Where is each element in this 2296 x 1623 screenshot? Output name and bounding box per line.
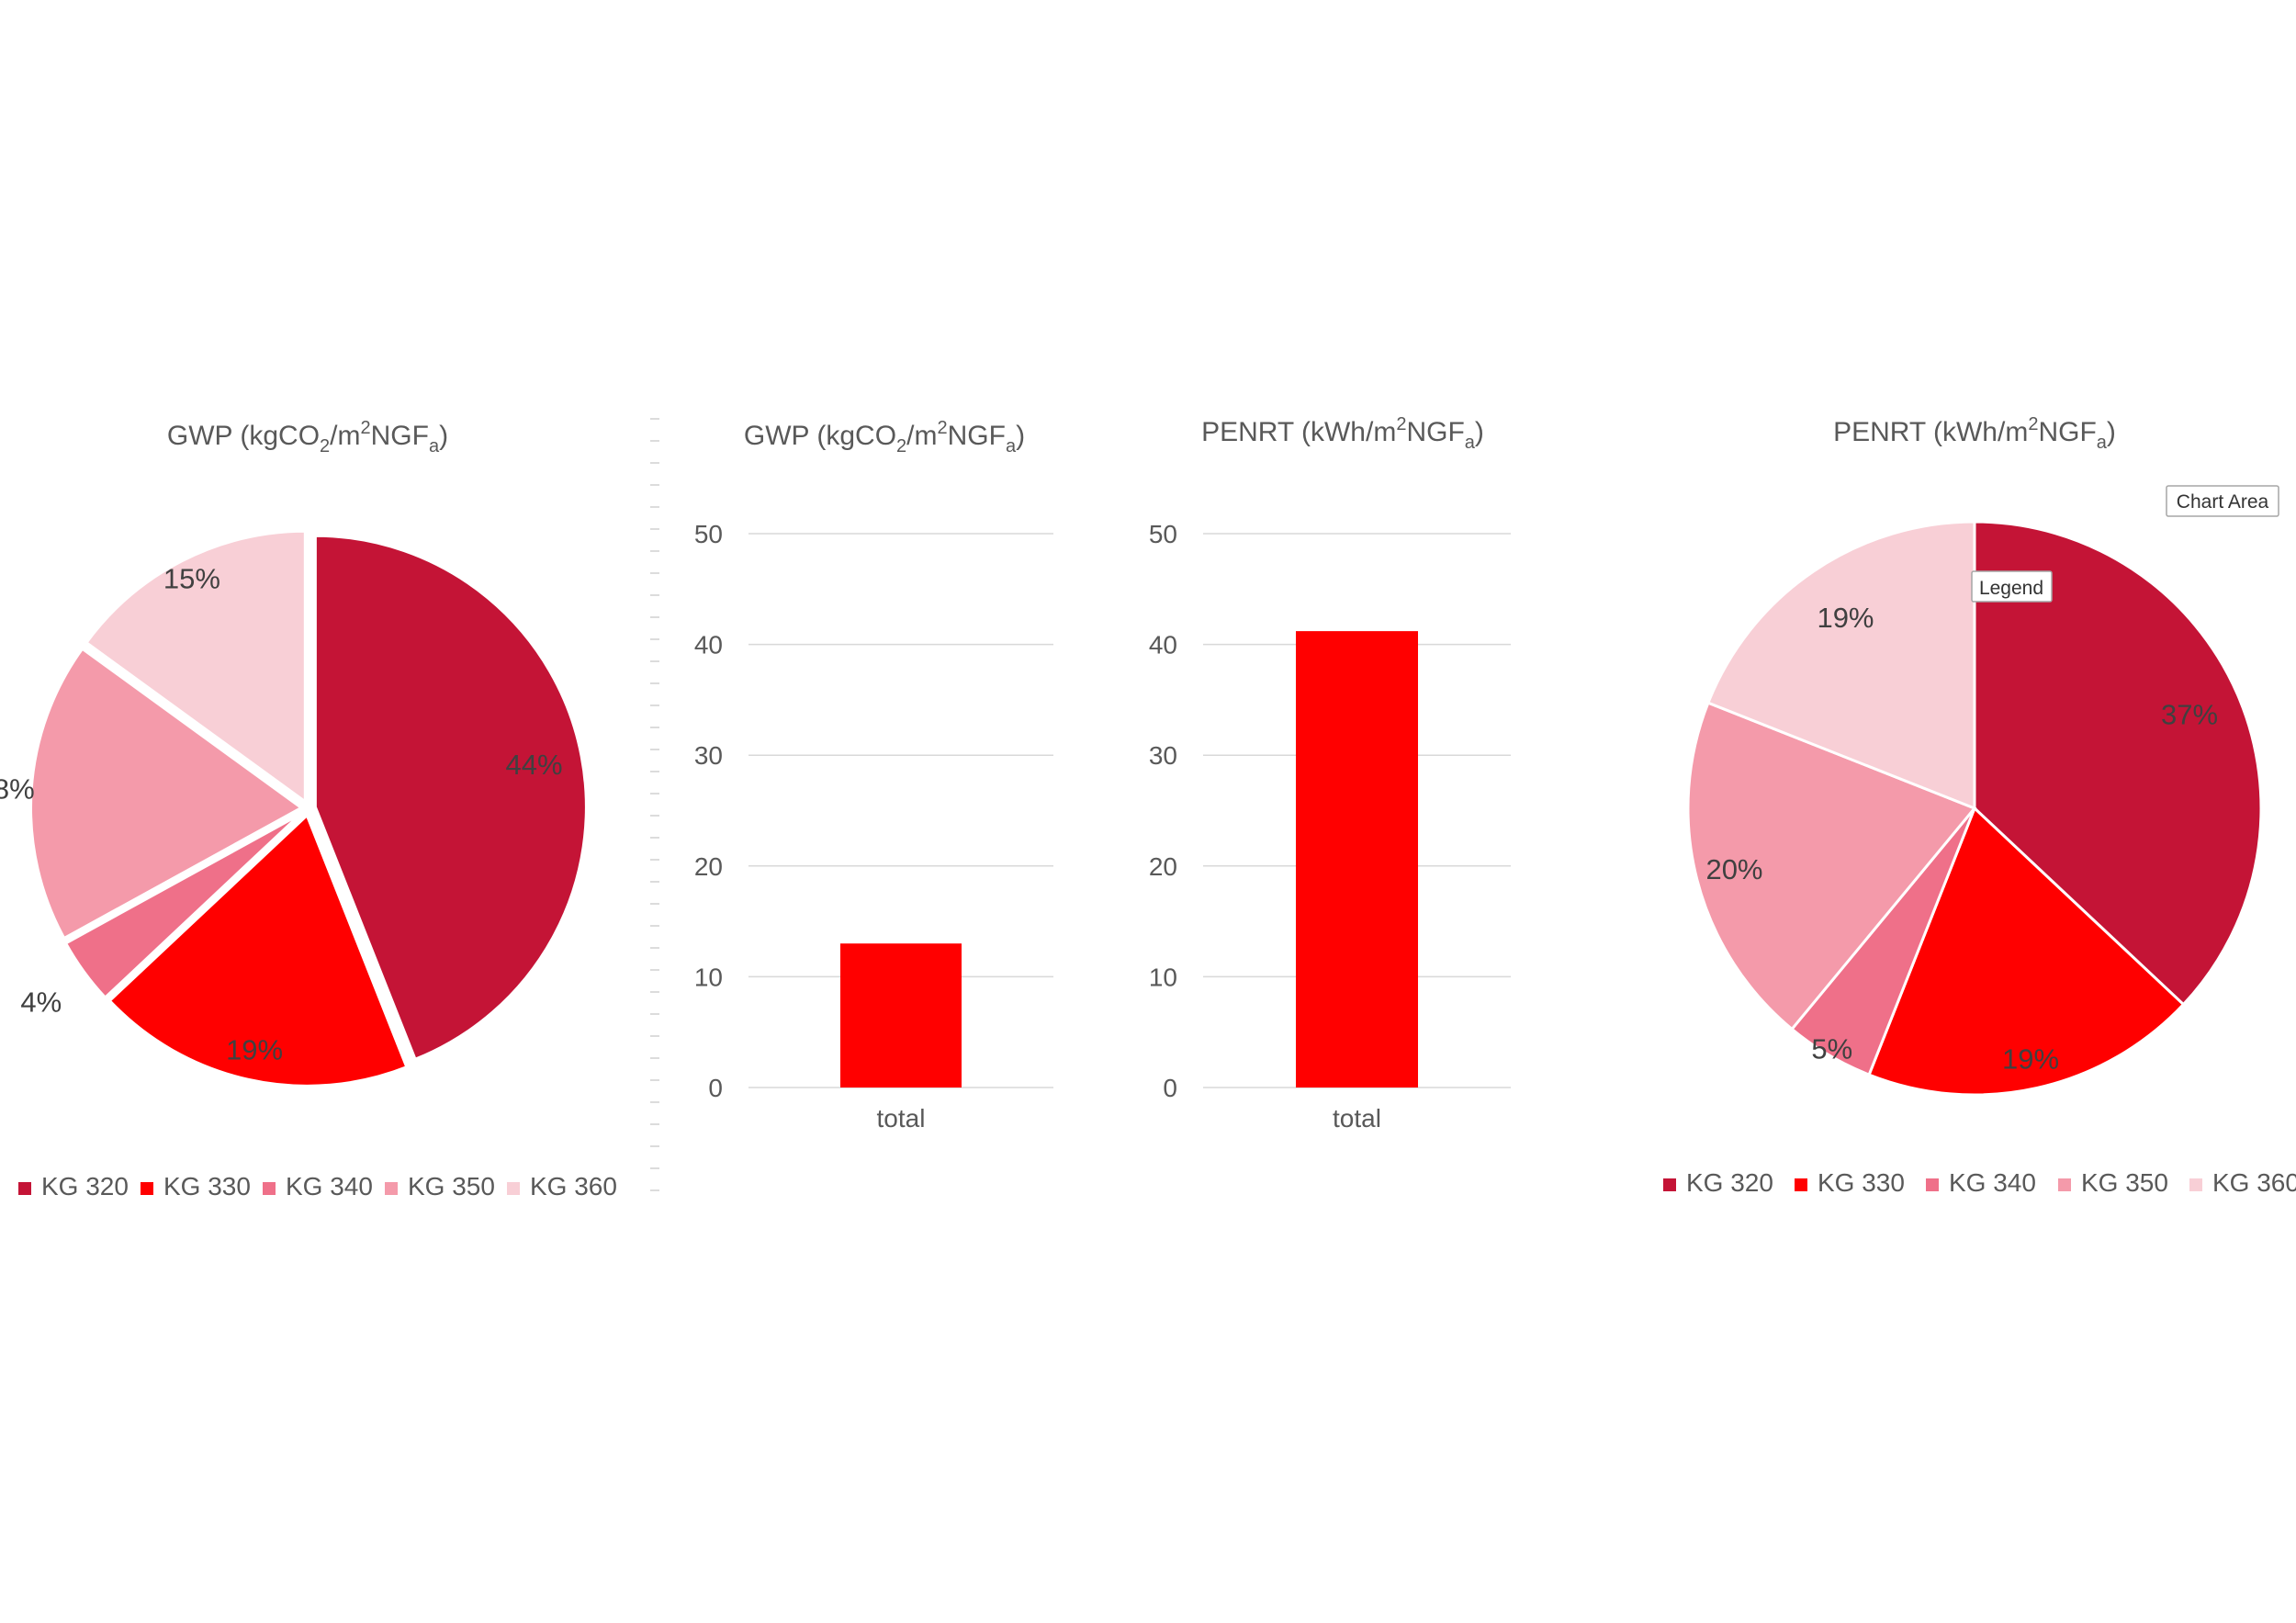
gwp-pie-label-kg-360: 15%	[163, 563, 220, 595]
gwp-pie-legend-label-kg-350: KG 350	[408, 1172, 495, 1200]
gwp-pie-slice-kg-350[interactable]	[28, 645, 306, 941]
penrt-bar-title: PENRT (kWh/m2NGFa)	[1201, 414, 1484, 453]
gwp-pie-label-kg-330: 19%	[226, 1033, 283, 1065]
gwp-pie-legend-swatch-kg-320	[18, 1182, 31, 1195]
gwp-bar-ytick-20: 20	[694, 852, 723, 881]
penrt-pie-data-labels: 37% 19% 5% 20% 19%	[1705, 602, 2218, 1075]
gwp-pie-legend-swatch-kg-330	[141, 1182, 153, 1195]
gwp-pie-legend-label-kg-340: KG 340	[286, 1172, 373, 1200]
chart-area-tooltip: Chart Area	[2166, 485, 2279, 517]
penrt-pie-label-kg-330: 19%	[2002, 1043, 2059, 1075]
gwp-bar-ytick-30: 30	[694, 741, 723, 770]
penrt-bar-ytick-10: 10	[1149, 963, 1177, 991]
penrt-bar-chart[interactable]: PENRT (kWh/m2NGFa) 0 10 20 30 40 50 total	[1149, 414, 1511, 1133]
penrt-bar-ytick-30: 30	[1149, 741, 1177, 770]
gwp-bar-ytick-0: 0	[708, 1074, 723, 1102]
penrt-pie-slice-kg-320[interactable]	[1973, 520, 2263, 1007]
penrt-pie-legend-swatch-kg-350	[2058, 1178, 2071, 1191]
penrt-pie-chart[interactable]: PENRT (kWh/m2NGFa) 37% 19% 5% 20% 19% KG 320…	[1663, 414, 2296, 1197]
penrt-pie-legend-label-kg-340: KG 340	[1949, 1168, 2036, 1197]
gwp-pie-slice-kg-320[interactable]	[312, 533, 589, 1063]
gwp-pie-legend-swatch-kg-360	[507, 1182, 520, 1195]
penrt-bar-ytick-40: 40	[1149, 631, 1177, 659]
penrt-pie-legend-label-kg-320: KG 320	[1686, 1168, 1773, 1197]
gwp-pie-legend-label-kg-360: KG 360	[530, 1172, 617, 1200]
legend-tooltip: Legend	[1971, 570, 2053, 603]
gwp-pie-label-kg-340: 4%	[20, 986, 62, 1019]
gwp-bar-ytick-50: 50	[694, 520, 723, 548]
gwp-pie-legend-swatch-kg-340	[263, 1182, 276, 1195]
gwp-pie-title: GWP (kgCO2/m2NGFa)	[167, 418, 448, 456]
gwp-bar-bar-total[interactable]	[840, 943, 962, 1088]
penrt-pie-label-kg-340: 5%	[1811, 1033, 1852, 1065]
gwp-bar-title: GWP (kgCO2/m2NGFa)	[744, 418, 1025, 456]
penrt-pie-label-kg-320: 37%	[2161, 699, 2218, 731]
penrt-pie-legend-swatch-kg-320	[1663, 1178, 1676, 1191]
gwp-pie-legend-swatch-kg-350	[385, 1182, 398, 1195]
penrt-bar-ytick-50: 50	[1149, 520, 1177, 548]
legend-tooltip-text: Legend	[1979, 578, 2043, 599]
penrt-bar-bar-total[interactable]	[1296, 631, 1418, 1088]
chart-area-tooltip-text: Chart Area	[2177, 491, 2269, 513]
penrt-pie-legend-swatch-kg-330	[1795, 1178, 1807, 1191]
penrt-pie-slices	[1686, 520, 2263, 1097]
gwp-pie-legend-label-kg-330: KG 330	[163, 1172, 251, 1200]
penrt-pie-title: PENRT (kWh/m2NGFa)	[1833, 414, 2116, 453]
penrt-bar-ytick-20: 20	[1149, 852, 1177, 881]
penrt-pie-label-kg-360: 19%	[1817, 602, 1874, 634]
gwp-bar-ytick-40: 40	[694, 631, 723, 659]
gwp-pie-slice-kg-340[interactable]	[62, 810, 305, 1001]
chart-separator-ticks	[650, 418, 659, 1191]
penrt-pie-legend-label-kg-330: KG 330	[1818, 1168, 1905, 1197]
gwp-bar-chart[interactable]: GWP (kgCO2/m2NGFa) 0 10 20 30 40 50 total	[694, 418, 1053, 1133]
penrt-pie-legend-swatch-kg-360	[2189, 1178, 2202, 1191]
penrt-bar-ytick-0: 0	[1163, 1074, 1177, 1102]
penrt-pie-slice-kg-350[interactable]	[1686, 701, 1977, 1031]
gwp-pie-legend-label-kg-320: KG 320	[41, 1172, 129, 1200]
penrt-pie-slice-kg-360[interactable]	[1705, 520, 1976, 811]
gwp-pie-chart[interactable]: GWP (kgCO2/m2NGFa) 44% 19% 4% 18% 15% KG 320…	[0, 418, 617, 1200]
gwp-pie-label-kg-320: 44%	[506, 749, 563, 781]
gwp-bar-plot: 0 10 20 30 40 50 total	[694, 520, 1053, 1133]
gwp-bar-ytick-10: 10	[694, 963, 723, 991]
penrt-pie-legend-swatch-kg-340	[1926, 1178, 1939, 1191]
gwp-pie-slice-kg-330[interactable]	[106, 811, 411, 1088]
penrt-pie-legend-label-kg-350: KG 350	[2081, 1168, 2168, 1197]
penrt-bar-xtick-total: total	[1333, 1104, 1381, 1133]
gwp-pie-slice-kg-360[interactable]	[83, 528, 308, 806]
penrt-bar-plot: 0 10 20 30 40 50 total	[1149, 520, 1511, 1133]
penrt-pie-legend[interactable]: KG 320 KG 330 KG 340 KG 350 KG 360	[1663, 1168, 2296, 1197]
gwp-pie-slices	[28, 528, 589, 1088]
gwp-pie-label-kg-350: 18%	[0, 772, 35, 805]
penrt-pie-label-kg-350: 20%	[1705, 853, 1762, 885]
gwp-pie-data-labels: 44% 19% 4% 18% 15%	[0, 563, 563, 1066]
penrt-pie-legend-label-kg-360: KG 360	[2212, 1168, 2296, 1197]
gwp-bar-xtick-total: total	[877, 1104, 926, 1133]
gwp-pie-legend[interactable]: KG 320 KG 330 KG 340 KG 350 KG 360	[18, 1172, 617, 1200]
